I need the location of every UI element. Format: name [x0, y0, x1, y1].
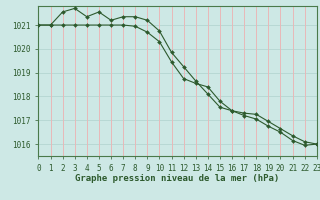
X-axis label: Graphe pression niveau de la mer (hPa): Graphe pression niveau de la mer (hPa) [76, 174, 280, 183]
